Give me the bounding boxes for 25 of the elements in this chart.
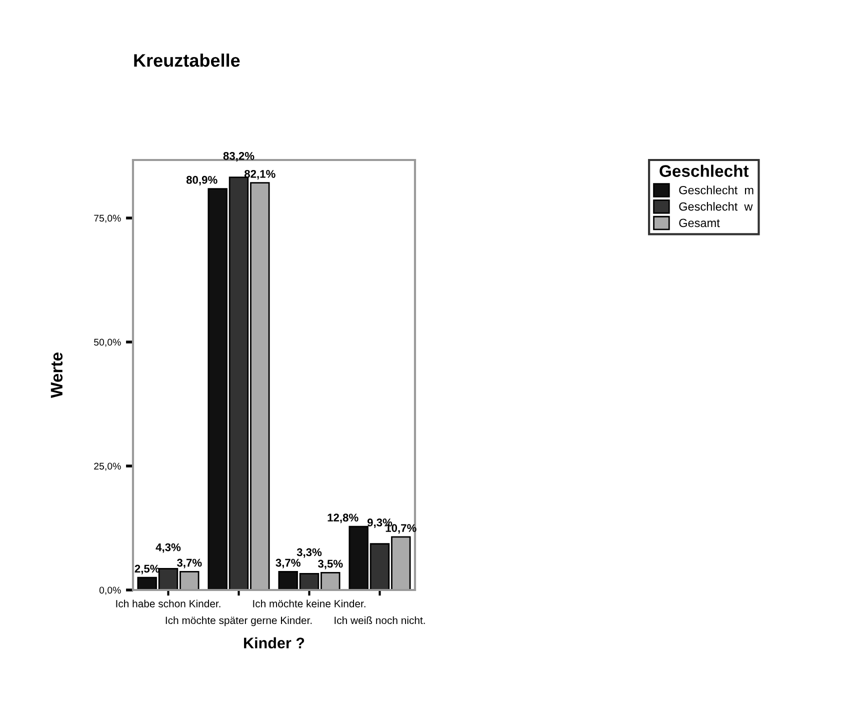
data-label: 3,3% xyxy=(296,548,322,558)
legend-label: Geschlecht w xyxy=(679,202,753,211)
data-label: 3,5% xyxy=(318,560,343,570)
x-tick-label: Ich habe schon Kinder. xyxy=(116,600,220,608)
data-label: 12,8% xyxy=(328,514,358,524)
chart-title: Kreuztabelle xyxy=(134,54,240,67)
y-tick-label: 25,0% xyxy=(94,462,121,471)
legend-title: Geschlecht xyxy=(660,164,749,177)
legend-label: Gesamt xyxy=(679,218,720,228)
x-tick-label: Ich möchte keine Kinder. xyxy=(253,600,366,608)
data-label: 82,1% xyxy=(244,170,276,180)
data-label: 3,7% xyxy=(276,558,300,568)
data-label: 80,9% xyxy=(186,176,218,186)
y-tick-label: 75,0% xyxy=(94,214,121,223)
x-tick-label: Ich weiß noch nicht. xyxy=(334,616,425,624)
x-tick-label: Ich möchte später gerne Kinder. xyxy=(166,616,312,626)
y-tick-label: 50,0% xyxy=(94,338,121,347)
y-tick-label: 0,0% xyxy=(99,586,121,595)
legend-label: Geschlecht m xyxy=(679,186,754,194)
data-label: 2,5% xyxy=(134,564,160,574)
data-label: 3,7% xyxy=(176,558,202,568)
x-axis-title: Kinder ? xyxy=(244,637,304,648)
y-axis-title: Werte xyxy=(50,352,63,398)
data-label: 83,2% xyxy=(223,152,254,162)
data-label: 4,3% xyxy=(156,543,181,553)
